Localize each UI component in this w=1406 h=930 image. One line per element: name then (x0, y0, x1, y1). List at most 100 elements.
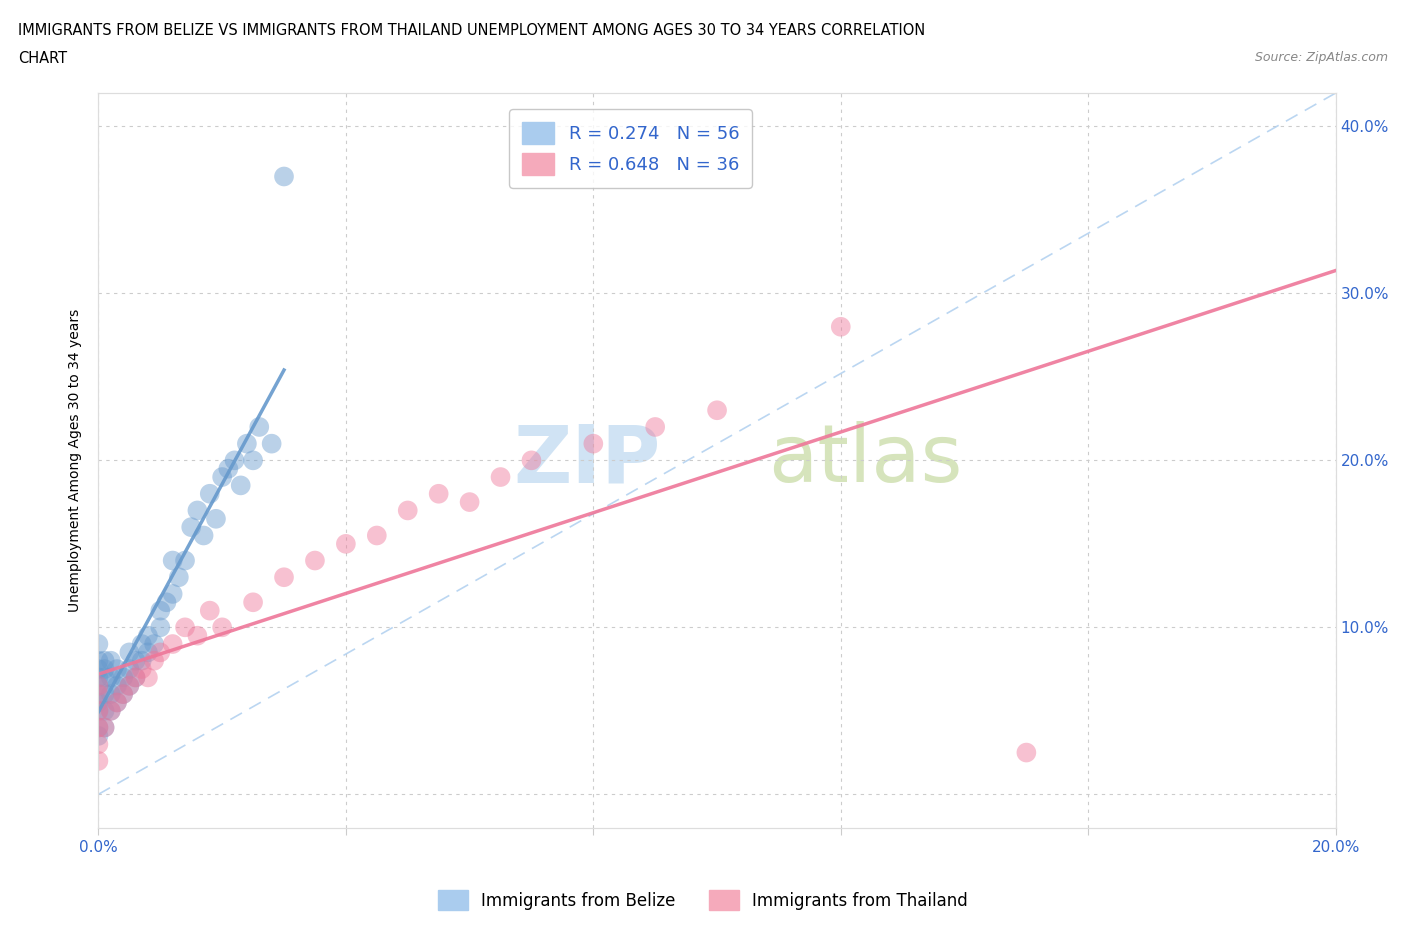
Text: IMMIGRANTS FROM BELIZE VS IMMIGRANTS FROM THAILAND UNEMPLOYMENT AMONG AGES 30 TO: IMMIGRANTS FROM BELIZE VS IMMIGRANTS FRO… (18, 23, 925, 38)
Point (118, 661, 141, 676)
Point (118, 678, 141, 693)
Point (229, 478, 252, 493)
Point (87, 678, 110, 693)
Point (149, 604, 172, 618)
Point (87, 686, 110, 701)
Point (211, 620, 233, 635)
Y-axis label: Unemployment Among Ages 30 to 34 years: Unemployment Among Ages 30 to 34 years (69, 309, 83, 612)
Point (260, 436, 283, 451)
Point (118, 644, 141, 659)
Point (186, 503, 208, 518)
Point (582, 436, 605, 451)
Point (87, 678, 110, 693)
Point (186, 629, 208, 644)
Point (87, 720, 110, 735)
Point (105, 678, 128, 693)
Point (93, 661, 115, 676)
Point (87, 753, 110, 768)
Point (124, 670, 146, 684)
Legend: Immigrants from Belize, Immigrants from Thailand: Immigrants from Belize, Immigrants from … (432, 884, 974, 917)
Point (167, 570, 190, 585)
Text: CHART: CHART (18, 51, 67, 66)
Point (162, 637, 184, 652)
Point (118, 678, 141, 693)
Point (162, 553, 184, 568)
Point (644, 419, 666, 434)
Point (136, 670, 159, 684)
Point (87, 703, 110, 718)
Point (136, 629, 159, 644)
Point (242, 595, 264, 610)
Point (87, 720, 110, 735)
Point (335, 537, 357, 551)
Point (136, 644, 159, 659)
Point (162, 587, 184, 602)
Point (1015, 745, 1038, 760)
Point (224, 453, 246, 468)
Point (304, 553, 326, 568)
Point (87, 695, 110, 710)
Point (706, 403, 728, 418)
Point (93, 653, 115, 668)
Point (87, 661, 110, 676)
Point (87, 653, 110, 668)
Point (131, 661, 153, 676)
Point (124, 670, 146, 684)
Point (830, 319, 852, 334)
Point (105, 695, 128, 710)
Text: ZIP: ZIP (513, 421, 661, 499)
Point (131, 637, 153, 652)
Point (174, 553, 197, 568)
Point (198, 604, 221, 618)
Point (131, 653, 153, 668)
Point (93, 720, 115, 735)
Point (155, 595, 177, 610)
Point (105, 661, 128, 676)
Point (100, 670, 122, 684)
Point (489, 470, 512, 485)
Point (93, 703, 115, 718)
Point (100, 653, 122, 668)
Point (149, 620, 172, 635)
Text: atlas: atlas (768, 421, 963, 499)
Point (193, 528, 215, 543)
Point (247, 419, 270, 434)
Point (87, 637, 110, 652)
Point (112, 686, 135, 701)
Point (87, 703, 110, 718)
Point (105, 695, 128, 710)
Point (93, 686, 115, 701)
Point (217, 461, 239, 476)
Point (93, 670, 115, 684)
Point (149, 644, 172, 659)
Point (87, 737, 110, 751)
Point (87, 670, 110, 684)
Point (100, 703, 122, 718)
Point (112, 686, 135, 701)
Point (93, 720, 115, 735)
Point (366, 528, 388, 543)
Point (211, 470, 233, 485)
Point (520, 453, 543, 468)
Point (174, 620, 197, 635)
Point (242, 453, 264, 468)
Text: Source: ZipAtlas.com: Source: ZipAtlas.com (1254, 51, 1388, 64)
Point (198, 486, 221, 501)
Point (143, 653, 166, 668)
Point (205, 512, 228, 526)
Point (100, 703, 122, 718)
Point (396, 503, 419, 518)
Point (124, 653, 146, 668)
Point (273, 570, 295, 585)
Point (87, 686, 110, 701)
Point (427, 486, 450, 501)
Legend: R = 0.274   N = 56, R = 0.648   N = 36: R = 0.274 N = 56, R = 0.648 N = 36 (509, 110, 752, 188)
Point (273, 169, 295, 184)
Point (112, 670, 135, 684)
Point (100, 686, 122, 701)
Point (143, 637, 166, 652)
Point (180, 520, 202, 535)
Point (236, 436, 259, 451)
Point (458, 495, 481, 510)
Point (87, 728, 110, 743)
